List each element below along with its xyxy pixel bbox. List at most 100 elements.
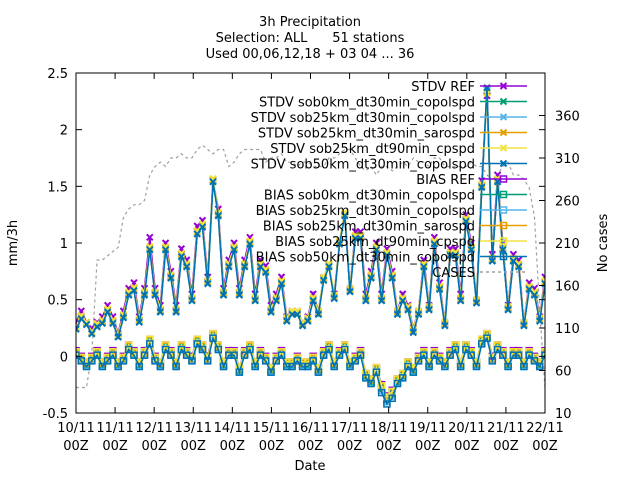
series-point — [536, 317, 544, 325]
series-point — [351, 357, 360, 365]
series-point — [156, 308, 165, 316]
x-tick-label-hour: 00Z — [141, 439, 167, 454]
series-point — [435, 285, 444, 294]
series-point — [156, 362, 165, 371]
series-point — [246, 341, 254, 349]
series-point — [377, 297, 386, 305]
series-point — [430, 351, 439, 359]
series-point — [409, 328, 417, 337]
x-tick-label-hour: 00Z — [493, 439, 519, 454]
x-axis-label: Date — [294, 459, 325, 474]
series-point — [304, 362, 312, 371]
x-tick-label-hour: 00Z — [102, 439, 128, 454]
legend-label: BIAS sob0km_dt30min_copolspd — [264, 189, 475, 204]
series-point — [404, 358, 412, 366]
series-point — [98, 319, 107, 328]
series-point — [267, 308, 275, 316]
series-point — [451, 345, 460, 354]
series-point — [451, 251, 460, 260]
x-tick-label-hour: 00Z — [454, 439, 480, 454]
series-point — [304, 317, 312, 325]
series-point — [140, 291, 149, 299]
series-point — [230, 246, 238, 254]
series-point — [356, 234, 365, 243]
series-point — [493, 341, 502, 349]
series-point — [372, 368, 381, 376]
y-axis-ticks: -0.5 0 0.5 1 1.5 2 2.5 — [43, 67, 545, 422]
series-point — [346, 362, 354, 371]
y-axis-label: mm/3h — [6, 220, 21, 266]
series-point — [124, 341, 133, 349]
series-point — [335, 351, 344, 359]
legend-sample-marker — [499, 221, 508, 230]
series-point — [377, 382, 386, 390]
x-tick-label-hour: 00Z — [181, 439, 207, 454]
series-point — [272, 297, 280, 305]
series-point — [362, 297, 370, 305]
legend-label: STDV sob50km_dt30min_copolspd — [251, 158, 475, 173]
legend-sample-marker — [499, 252, 508, 261]
legend-sample-marker — [499, 113, 508, 121]
series-point — [530, 291, 539, 299]
series-point — [456, 297, 465, 305]
series-point — [530, 357, 539, 365]
legend-sample-marker — [499, 190, 508, 199]
series-point — [362, 374, 370, 382]
series-point — [109, 319, 117, 328]
series-point — [114, 333, 122, 341]
series-point — [172, 362, 180, 371]
legend-sample-marker — [499, 128, 508, 137]
chart-title-line-3: Used 00,06,12,18 + 03 04 ... 36 — [206, 47, 415, 62]
y2-tick-label: 10 — [555, 407, 572, 422]
series-point — [167, 351, 175, 359]
series-point — [161, 341, 170, 349]
series-point — [325, 341, 333, 349]
series-point — [277, 280, 286, 288]
series-point — [88, 329, 96, 338]
legend-label: STDV REF — [411, 80, 475, 95]
series-point — [325, 263, 333, 271]
series-point — [256, 351, 265, 359]
legend-label: BIAS sob25km_dt30min_copolspd — [256, 204, 475, 219]
series-point — [425, 362, 433, 371]
y2-axis-label: No cases — [596, 214, 611, 273]
series-point — [219, 291, 228, 299]
y2-axis-ticks: 10 60 110 160 210 260 310 360 — [539, 110, 580, 422]
series-point — [103, 357, 112, 365]
series-point — [467, 351, 475, 359]
legend-label: BIAS sob50km_dt30min_copolspd — [256, 251, 475, 266]
legend-sample-marker — [499, 175, 508, 183]
series-point — [188, 357, 196, 365]
series-point — [267, 368, 275, 376]
legend-label: CASES — [432, 266, 475, 281]
series-point — [198, 345, 207, 354]
series-point — [188, 297, 196, 305]
series-point — [209, 178, 217, 186]
series-point — [204, 280, 212, 288]
series-point — [114, 362, 122, 371]
series-point — [151, 291, 159, 299]
series-point — [130, 286, 138, 295]
y2-tick-label: 210 — [555, 237, 580, 252]
series-point — [240, 351, 249, 359]
x-tick-label-hour: 00Z — [376, 439, 402, 454]
series-point — [325, 345, 333, 354]
series-point — [76, 351, 80, 359]
series-point — [93, 351, 101, 359]
series-point — [346, 288, 354, 296]
series-point — [404, 362, 412, 371]
series-point — [103, 308, 112, 316]
series-point — [309, 357, 317, 365]
series-point — [483, 334, 491, 342]
series-point — [499, 246, 507, 254]
series-point — [219, 362, 228, 371]
series-point — [467, 246, 475, 254]
series-line — [76, 87, 545, 340]
series-point — [262, 268, 270, 277]
series-point — [77, 315, 85, 323]
series-point — [330, 294, 338, 303]
x-tick-label-hour: 00Z — [298, 439, 324, 454]
series-point — [214, 345, 223, 354]
series-point — [478, 340, 486, 348]
series-point — [288, 362, 296, 371]
